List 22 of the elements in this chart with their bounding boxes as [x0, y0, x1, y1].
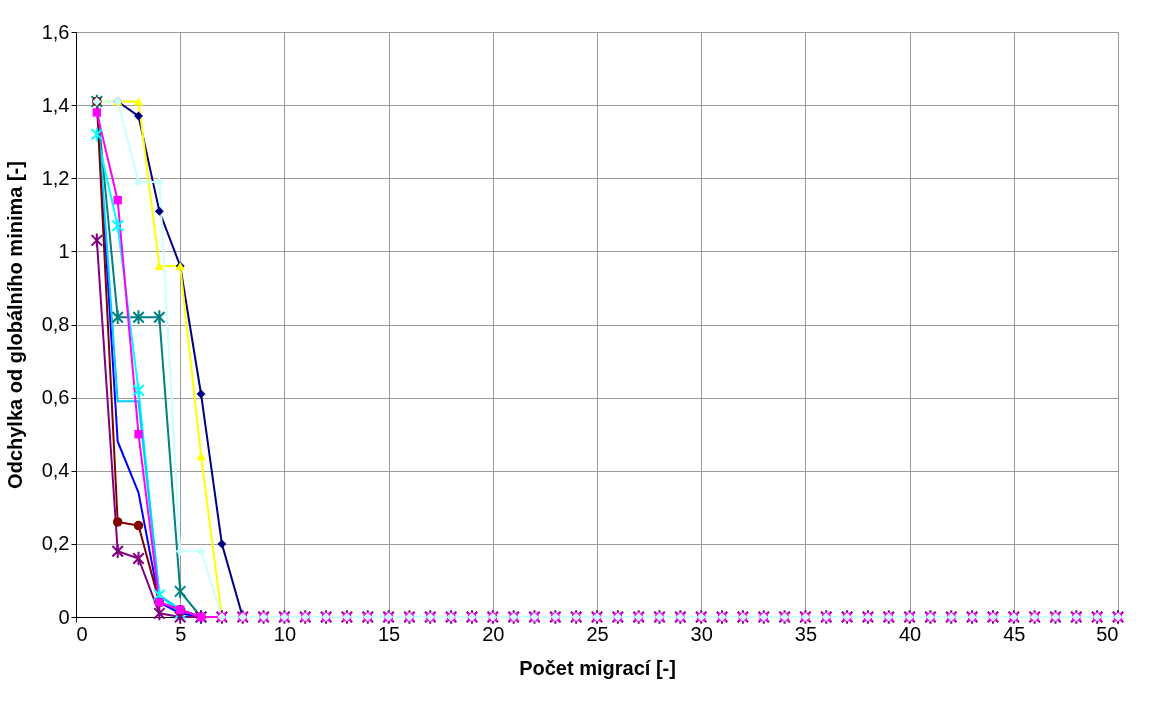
x-tick-label: 35	[794, 622, 818, 645]
y-tick-label: 0,4	[41, 459, 70, 482]
y-tick-label: 1,6	[41, 20, 70, 43]
y-tick-label: 0	[58, 605, 70, 628]
y-tick-label: 0,2	[41, 532, 70, 555]
x-tick-label: 15	[377, 622, 401, 645]
x-tick-label: 0	[76, 622, 88, 645]
y-tick-label: 0,8	[41, 313, 70, 335]
y-tick-label: 1	[58, 239, 70, 262]
y-tick-label: 0,6	[41, 386, 70, 409]
x-tick-label: 20	[482, 622, 505, 645]
x-tick-label: 25	[586, 622, 609, 645]
x-axis-title: Počet migrací [-]	[519, 656, 676, 679]
y-axis-title: Odchylka od globálního minima [-]	[3, 161, 26, 489]
x-tick-label: 40	[898, 622, 922, 645]
x-tick-label: 50	[1096, 622, 1119, 645]
y-tick-label: 1,4	[41, 93, 70, 116]
x-tick-label: 30	[690, 622, 713, 645]
y-tick-label: 1,2	[41, 166, 70, 189]
x-tick-label: 5	[175, 622, 187, 645]
x-tick-label: 45	[1003, 622, 1026, 645]
x-tick-label: 10	[273, 622, 297, 645]
